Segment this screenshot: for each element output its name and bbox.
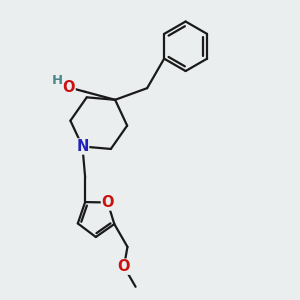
Text: N: N	[76, 139, 88, 154]
Text: H: H	[51, 74, 63, 87]
Text: O: O	[118, 259, 130, 274]
Text: O: O	[101, 195, 114, 210]
Text: O: O	[62, 80, 75, 95]
